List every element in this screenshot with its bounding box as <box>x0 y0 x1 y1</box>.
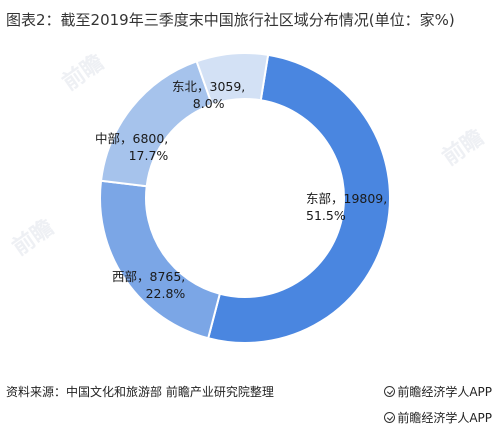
slice-label-percent: 22.8% <box>145 286 186 301</box>
brand-footer: 前瞻经济学人APP <box>384 409 492 426</box>
slice-label-name-value: 东部，19809, <box>306 191 388 206</box>
slice-label-2: 中部，6800, 17.7% <box>95 130 168 164</box>
slice-label-name-value: 中部，6800, <box>95 131 169 146</box>
slice-label-percent: 17.7% <box>128 148 169 163</box>
brand-text: 前瞻经济学人APP <box>397 411 492 425</box>
chart-title: 图表2：截至2019年三季度末中国旅行社区域分布情况(单位：家%) <box>6 11 455 29</box>
brand-footer: 前瞻经济学人APP <box>384 383 492 400</box>
slice-label-3: 东北，3059, 8.0% <box>172 78 245 112</box>
source-note: 资料来源：中国文化和旅游部 前瞻产业研究院整理 <box>6 385 274 399</box>
slice-label-name-value: 东北，3059, <box>172 79 246 94</box>
slice-label-percent: 8.0% <box>192 96 225 111</box>
slice-label-0: 东部，19809, 51.5% <box>306 190 387 224</box>
donut-chart: 东部，19809, 51.5% 西部，8765, 22.8% 中部，6800, 17.7%… <box>0 40 500 375</box>
donut-svg <box>99 52 391 344</box>
slice-label-name-value: 西部，8765, <box>112 269 186 284</box>
brand-logo-icon <box>384 412 396 423</box>
brand-text: 前瞻经济学人APP <box>397 385 492 399</box>
brand-logo-icon <box>384 386 396 397</box>
donut-slice-1 <box>99 179 222 340</box>
donut-slice-3 <box>195 52 270 106</box>
slice-label-percent: 51.5% <box>306 208 346 223</box>
donut-slice-0 <box>206 53 391 344</box>
slice-label-1: 西部，8765, 22.8% <box>112 268 185 302</box>
